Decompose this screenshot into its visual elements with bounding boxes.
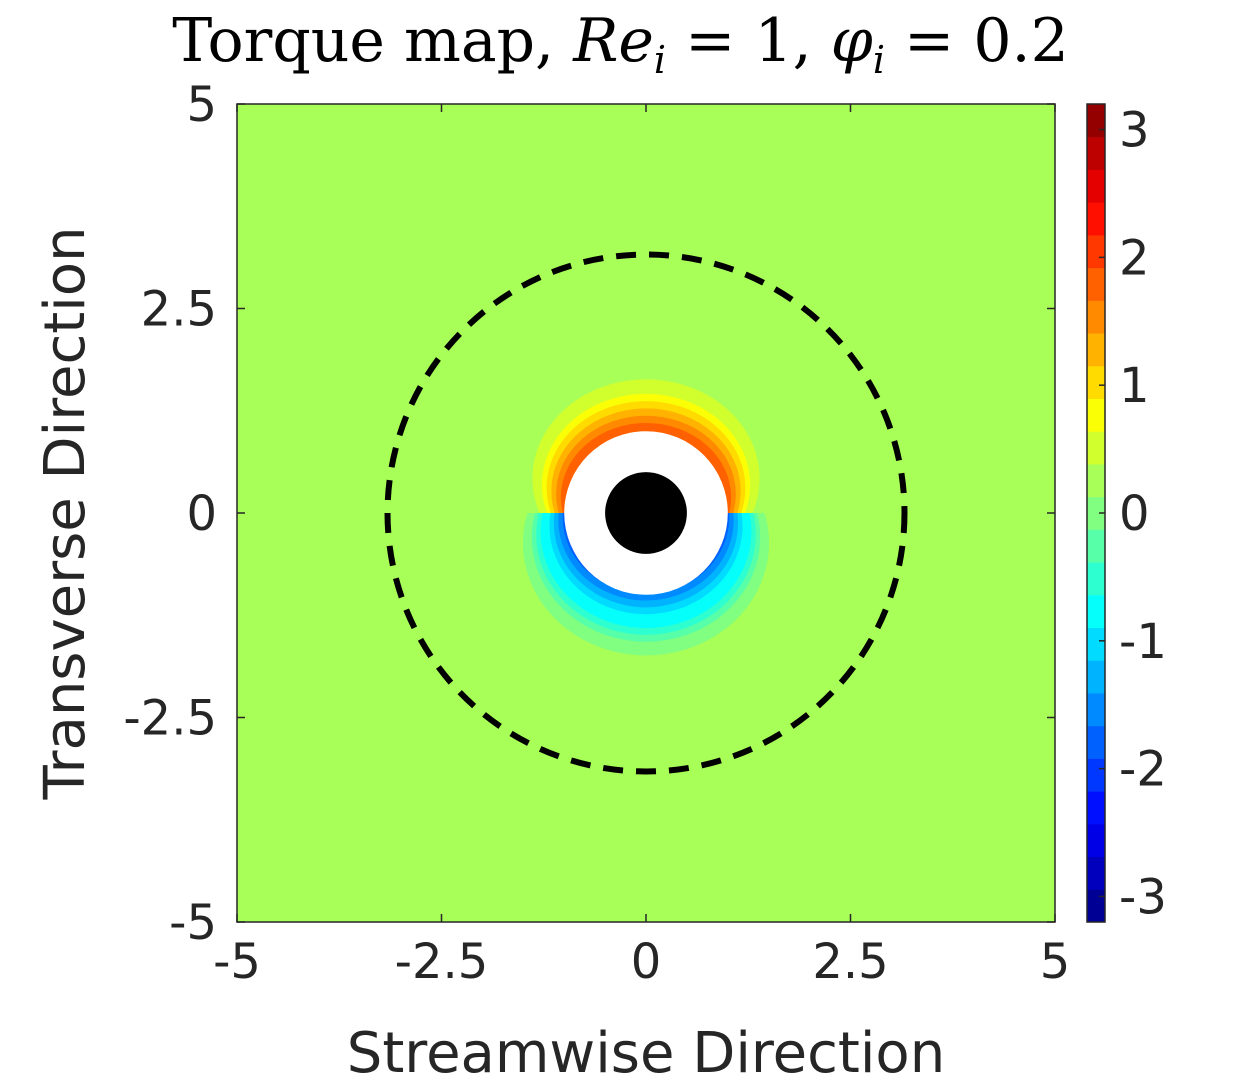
colorbar-band	[1087, 529, 1105, 563]
particle-group	[384, 251, 908, 775]
colorbar-band	[1087, 562, 1105, 596]
colorbar-band	[1087, 496, 1105, 530]
colorbar-band	[1087, 660, 1105, 694]
colorbar-band	[1087, 202, 1105, 236]
colorbar-band	[1087, 365, 1105, 399]
colorbar-band	[1087, 431, 1105, 465]
colorbar: 3 2 1 0 -1 -2 -3	[1086, 103, 1167, 925]
x-tick-label: 0	[631, 934, 662, 990]
colorbar-band	[1087, 234, 1105, 269]
colorbar-tick-label: 2	[1119, 230, 1150, 286]
colorbar-band	[1087, 758, 1105, 792]
y-tick-label: -2.5	[123, 691, 217, 747]
colorbar-band	[1087, 300, 1105, 334]
colorbar-tick-label: -1	[1119, 614, 1167, 670]
x-tick-label: -2.5	[395, 934, 489, 990]
colorbar-band	[1087, 889, 1105, 923]
colorbar-band	[1087, 398, 1105, 432]
dashed-reference-circle	[384, 251, 908, 775]
colorbar-band	[1087, 104, 1105, 138]
colorbar-tick-label: -2	[1119, 742, 1167, 798]
axis-ticks: -5 -2.5 0 2.5 5 -5 -2.5 0 2.5 5	[123, 77, 1070, 990]
colorbar-band	[1087, 333, 1105, 367]
colorbar-band	[1087, 791, 1105, 825]
colorbar-band	[1087, 169, 1105, 203]
x-tick-label: -5	[213, 934, 261, 990]
colorbar-tick-label: 1	[1119, 358, 1150, 414]
y-tick-label: 0	[186, 486, 217, 542]
colorbar-tick-label: 3	[1119, 103, 1150, 159]
colorbar-tick-label: -3	[1119, 869, 1167, 925]
colorbar-band	[1087, 627, 1105, 661]
colorbar-band	[1087, 136, 1105, 170]
colorbar-band	[1087, 594, 1105, 629]
y-tick-label: 5	[186, 77, 217, 133]
colorbar-band	[1087, 692, 1105, 727]
colorbar-band	[1087, 823, 1105, 858]
x-tick-label: 5	[1040, 934, 1071, 990]
chart-title: Torque map, Rei = 1, φi = 0.2	[172, 6, 1069, 82]
x-axis-label: Streamwise Direction	[347, 1021, 945, 1083]
colorbar-tick-label: 0	[1119, 486, 1150, 542]
colorbar-band	[1087, 725, 1105, 759]
colorbar-band	[1087, 267, 1105, 301]
y-tick-label: 2.5	[141, 282, 217, 338]
colorbar-band	[1087, 856, 1105, 890]
y-axis-label: Transverse Direction	[33, 226, 98, 800]
colorbar-band	[1087, 463, 1105, 498]
particle-disk	[605, 472, 687, 554]
y-tick-label: -5	[169, 895, 217, 951]
x-tick-label: 2.5	[812, 934, 888, 990]
